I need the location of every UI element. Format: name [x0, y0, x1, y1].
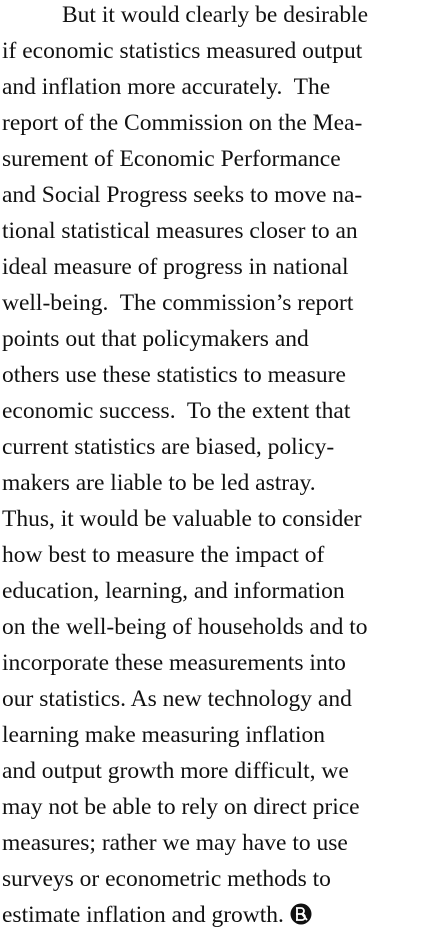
text-line: our statistics. As new technology and	[2, 681, 352, 717]
line-text: makers are liable to be led astray.	[2, 470, 316, 496]
line-text: if economic statistics measured output	[2, 38, 363, 64]
line-text: measures; rather we may have to use	[2, 830, 348, 856]
text-line: how best to measure the impact of	[2, 537, 324, 573]
text-line: and inflation more accurately. The	[2, 69, 330, 105]
text-line: others use these statistics to measure	[2, 357, 346, 393]
text-line: measures; rather we may have to use	[2, 825, 348, 861]
line-text: economic success. To the extent that	[2, 398, 351, 424]
line-text: report of the Commission on the Mea-	[2, 110, 363, 136]
text-line: tional statistical measures closer to an	[2, 213, 358, 249]
line-text: learning make measuring inflation	[2, 722, 326, 748]
line-text: surement of Economic Performance	[2, 146, 341, 172]
line-text: others use these statistics to measure	[2, 362, 346, 388]
line-text: incorporate these measurements into	[2, 650, 346, 676]
text-line: education, learning, and information	[2, 573, 345, 609]
text-line: and output growth more difficult, we	[2, 753, 349, 789]
text-line: on the well-being of households and to	[2, 609, 368, 645]
line-text: education, learning, and information	[2, 578, 345, 604]
line-text: ideal measure of progress in national	[2, 254, 349, 280]
text-line: report of the Commission on the Mea-	[2, 105, 362, 141]
text-line: points out that policymakers and	[2, 321, 309, 357]
line-text: Thus, it would be valuable to consider	[2, 506, 362, 532]
text-line: if economic statistics measured output	[2, 33, 362, 69]
line-text: estimate inflation and growth.	[2, 902, 284, 928]
text-line: But it would clearly be desirable	[62, 0, 368, 33]
line-text: tional statistical measures closer to an	[2, 218, 358, 244]
text-line: current statistics are biased, policy-	[2, 429, 334, 465]
text-line: incorporate these measurements into	[2, 645, 346, 681]
line-text: and Social Progress seeks to move na-	[2, 182, 363, 208]
text-line: may not be able to rely on direct price	[2, 789, 360, 825]
text-line: estimate inflation and growth.	[2, 897, 312, 933]
text-line: and Social Progress seeks to move na-	[2, 177, 362, 213]
text-line: well-being. The commission’s report	[2, 285, 353, 321]
text-line: economic success. To the extent that	[2, 393, 350, 429]
line-text: on the well-being of households and to	[2, 614, 368, 640]
line-text: But it would clearly be desirable	[62, 2, 369, 28]
line-text: and output growth more difficult, we	[2, 758, 349, 784]
line-text: how best to measure the impact of	[2, 542, 325, 568]
text-line: learning make measuring inflation	[2, 717, 325, 753]
line-text: may not be able to rely on direct price	[2, 794, 360, 820]
line-text: surveys or econometric methods to	[2, 866, 331, 892]
line-text: and inflation more accurately. The	[2, 74, 331, 100]
text-line: surveys or econometric methods to	[2, 861, 331, 897]
text-line: surement of Economic Performance	[2, 141, 341, 177]
line-text: current statistics are biased, policy-	[2, 434, 335, 460]
line-text: well-being. The commission’s report	[2, 290, 354, 316]
line-text: points out that policymakers and	[2, 326, 309, 352]
end-mark-glyph	[295, 907, 308, 921]
text-line: makers are liable to be led astray.	[2, 465, 316, 501]
end-mark	[290, 903, 312, 925]
line-text: our statistics. As new technology and	[2, 686, 352, 712]
text-line: Thus, it would be valuable to consider	[2, 501, 362, 537]
text-line: ideal measure of progress in national	[2, 249, 349, 285]
